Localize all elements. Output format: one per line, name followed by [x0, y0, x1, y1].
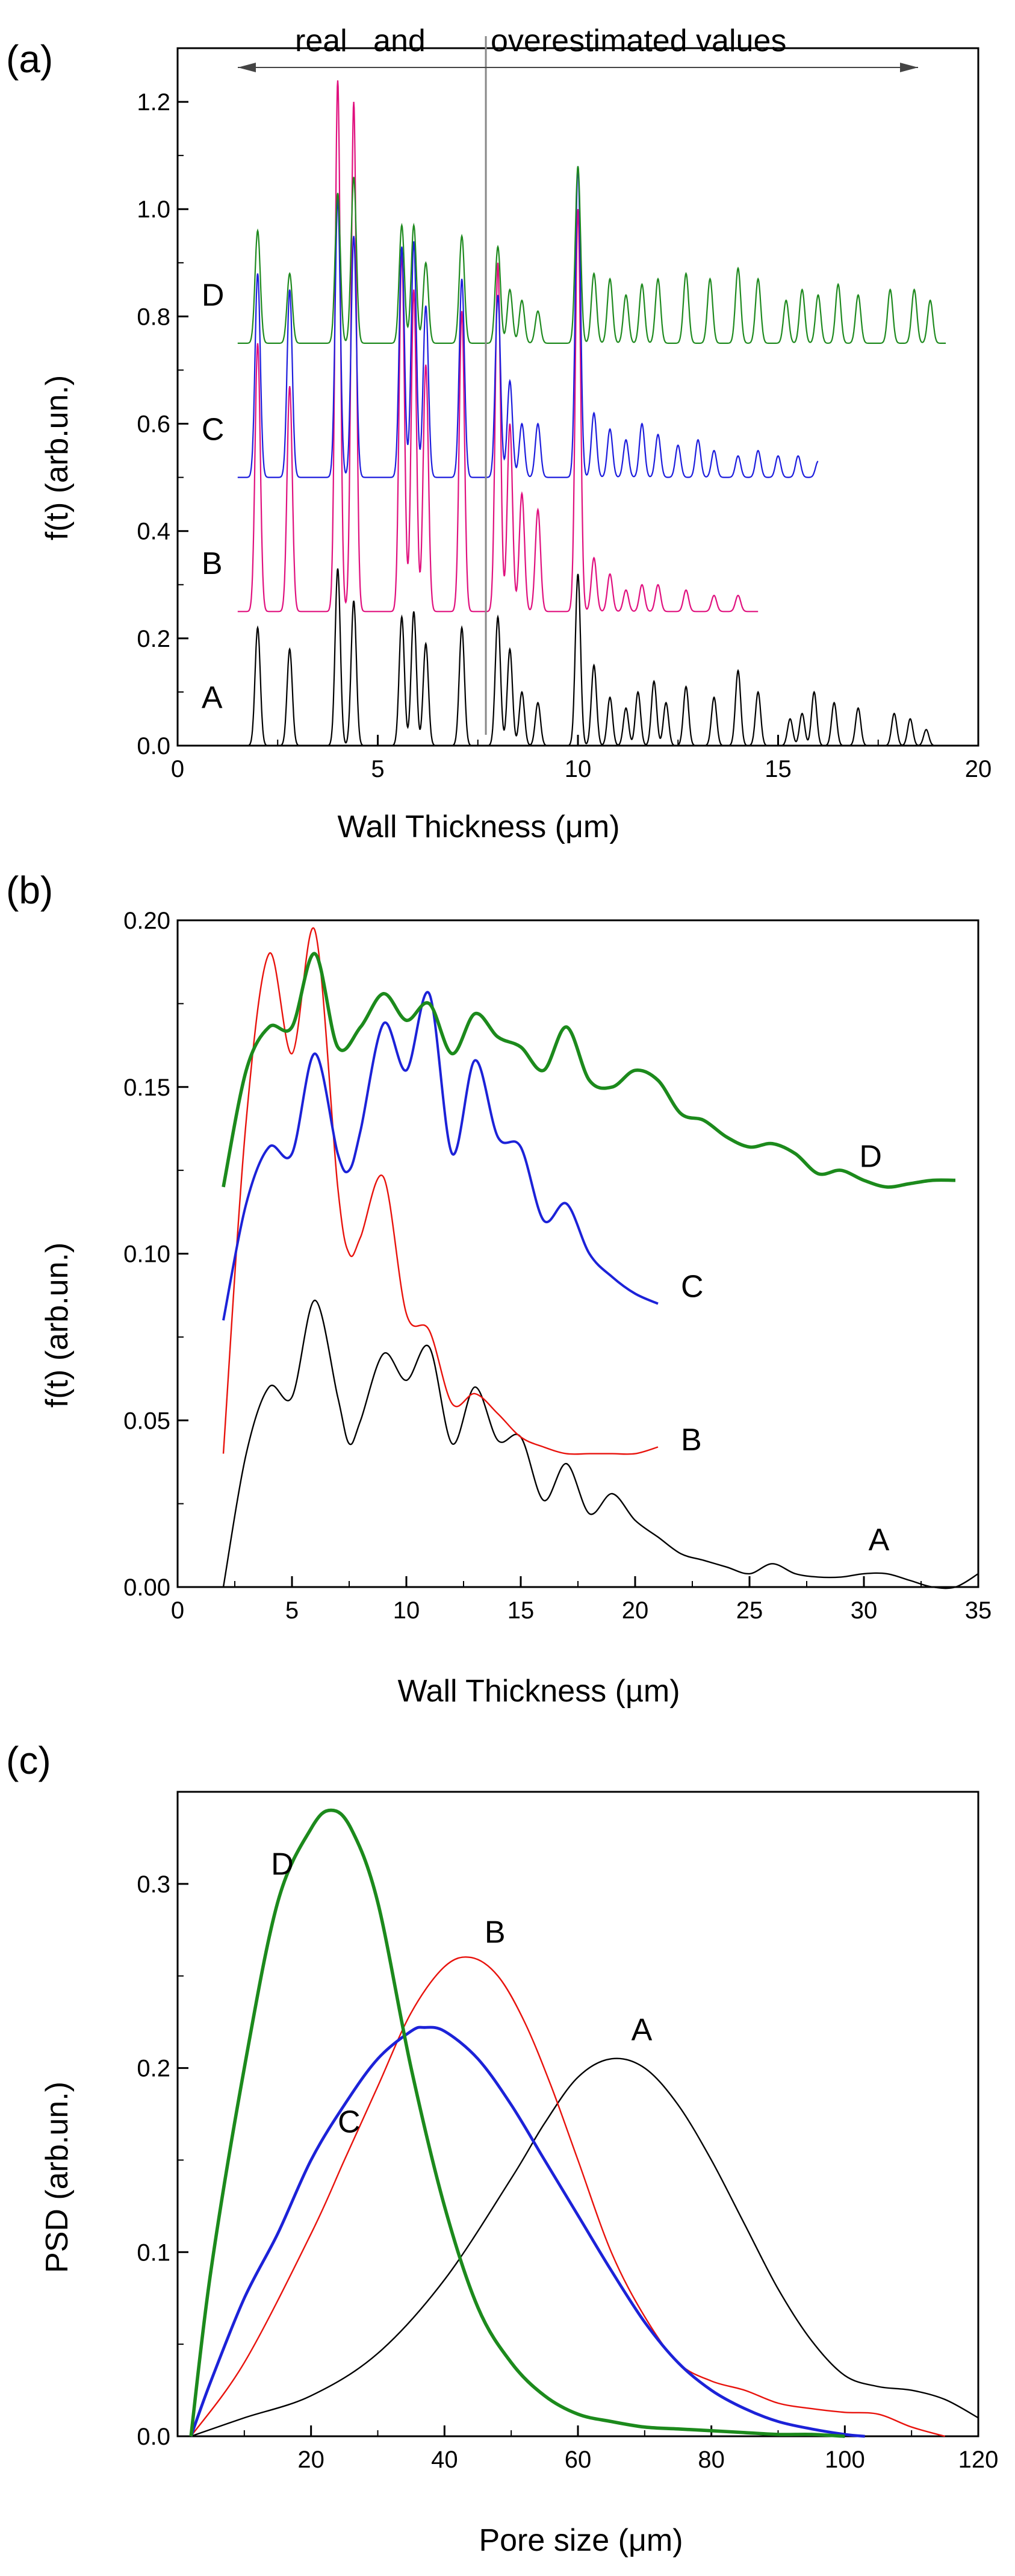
y-tick-label: 0.8: [137, 304, 170, 330]
x-tick-label: 100: [825, 2447, 865, 2473]
series-C-line: [237, 166, 819, 478]
x-tick-label: 15: [765, 756, 792, 782]
y-tick-label: 1.2: [137, 89, 170, 116]
x-tick-label: 25: [736, 1597, 763, 1624]
series-D-line: [237, 166, 946, 344]
y-tick-label: 0.0: [137, 2424, 170, 2450]
y-tick-label: 0.4: [137, 519, 170, 545]
series-B-line: [222, 927, 659, 1455]
series-B-line: [190, 1956, 945, 2437]
series-C-line: [189, 2026, 865, 2438]
y-tick-label: 0.1: [137, 2239, 170, 2266]
x-tick-label: 20: [297, 2447, 324, 2473]
series-D-label: D: [271, 1847, 294, 1882]
x-tick-label: 0: [171, 756, 184, 782]
arrowhead-right-icon: [900, 63, 918, 72]
series-B-line: [237, 80, 759, 613]
y-tick-label: 0.10: [123, 1241, 170, 1268]
y-tick-label: 0.20: [123, 908, 170, 934]
panel-b: (b) 0 5 10 15 20 25 30 35 0.00 0.05 0.10 0.15 0.20 A…: [6, 869, 992, 1709]
series-C-label: C: [202, 412, 225, 447]
y-tick-label: 0.3: [137, 1871, 170, 1898]
panel-b-ticks: 0 5 10 15 20 25 30 35 0.00 0.05 0.10 0.15 0.20: [123, 908, 992, 1624]
x-tick-label: 15: [508, 1597, 535, 1624]
series-C-line: [222, 991, 659, 1321]
panel-a-frame: [176, 47, 979, 747]
panel-b-label: (b): [6, 869, 53, 912]
x-tick-label: 20: [965, 756, 992, 782]
y-tick-label: 0.05: [123, 1408, 170, 1434]
panel-c-frame: [176, 1791, 979, 2437]
panel-c-label: (c): [6, 1739, 51, 1782]
panel-a-label: (a): [6, 37, 53, 81]
x-tick-label: 10: [393, 1597, 420, 1624]
x-tick-label: 20: [622, 1597, 649, 1624]
y-tick-label: 0.0: [137, 733, 170, 759]
panel-a-xlabel: Wall Thickness (μm): [337, 809, 619, 844]
series-A-line: [190, 2057, 979, 2437]
x-tick-label: 40: [431, 2447, 458, 2473]
series-D-line: [189, 1808, 845, 2438]
series-D-label: D: [859, 1140, 882, 1174]
series-D-label: D: [202, 278, 225, 313]
panel-b-series: A B C D: [222, 927, 979, 1589]
y-tick-label: 0.2: [137, 2056, 170, 2082]
series-A-label: A: [202, 681, 223, 716]
series-B-label: B: [485, 1915, 506, 1950]
annotation-left-text: real and: [295, 23, 426, 58]
series-B-label: B: [202, 546, 223, 581]
x-tick-label: 80: [698, 2447, 725, 2473]
series-A-label: A: [632, 2013, 653, 2048]
series-A-line: [237, 568, 938, 747]
series-C-label: C: [338, 2105, 361, 2140]
panel-a-ticks: 0 5 10 15 20 0.0 0.2 0.4 0.6 0.8 1.0 1.2: [137, 48, 992, 782]
panel-b-xlabel: Wall Thickness (µm): [397, 1674, 680, 1709]
y-tick-label: 0.00: [123, 1574, 170, 1601]
x-tick-label: 35: [965, 1597, 992, 1624]
y-tick-label: 1.0: [137, 196, 170, 223]
panel-b-ylabel: f(t) (arb.un.): [40, 1243, 75, 1408]
panel-c: (c) 20 40 60 80 100 120 0.0 0.1 0.2 0.3 A B C D Pore…: [6, 1739, 998, 2558]
x-tick-label: 60: [565, 2447, 592, 2473]
y-tick-label: 0.15: [123, 1074, 170, 1101]
series-C-label: C: [681, 1269, 704, 1304]
panel-c-ticks: 20 40 60 80 100 120 0.0 0.1 0.2 0.3: [137, 1791, 999, 2473]
panel-c-ylabel: PSD (arb.un.): [40, 2082, 75, 2273]
panel-a: (a) 0 5 10 15 20 0.0 0.2 0.4 0.6 0.8 1.0 1.2 A B C D r…: [6, 23, 992, 844]
annotation-right-text: overestimated values: [491, 23, 786, 58]
series-A-label: A: [869, 1523, 890, 1558]
series-B-label: B: [681, 1423, 702, 1458]
x-tick-label: 10: [565, 756, 592, 782]
x-tick-label: 5: [285, 1597, 299, 1624]
x-tick-label: 0: [171, 1597, 184, 1624]
y-tick-label: 0.6: [137, 411, 170, 438]
series-A-line: [222, 1299, 979, 1589]
series-D-line: [222, 952, 956, 1189]
x-tick-label: 120: [958, 2447, 999, 2473]
panel-a-series: A B C D: [202, 80, 946, 747]
x-tick-label: 5: [371, 756, 384, 782]
arrowhead-left-icon: [238, 63, 256, 72]
x-tick-label: 30: [851, 1597, 878, 1624]
panel-a-annotation: real and overestimated values: [238, 23, 918, 735]
panel-c-series: A B C D: [189, 1808, 979, 2438]
y-tick-label: 0.2: [137, 626, 170, 652]
panel-c-xlabel: Pore size (μm): [479, 2523, 683, 2558]
panel-a-ylabel: f(t) (arb.un.): [40, 375, 75, 541]
